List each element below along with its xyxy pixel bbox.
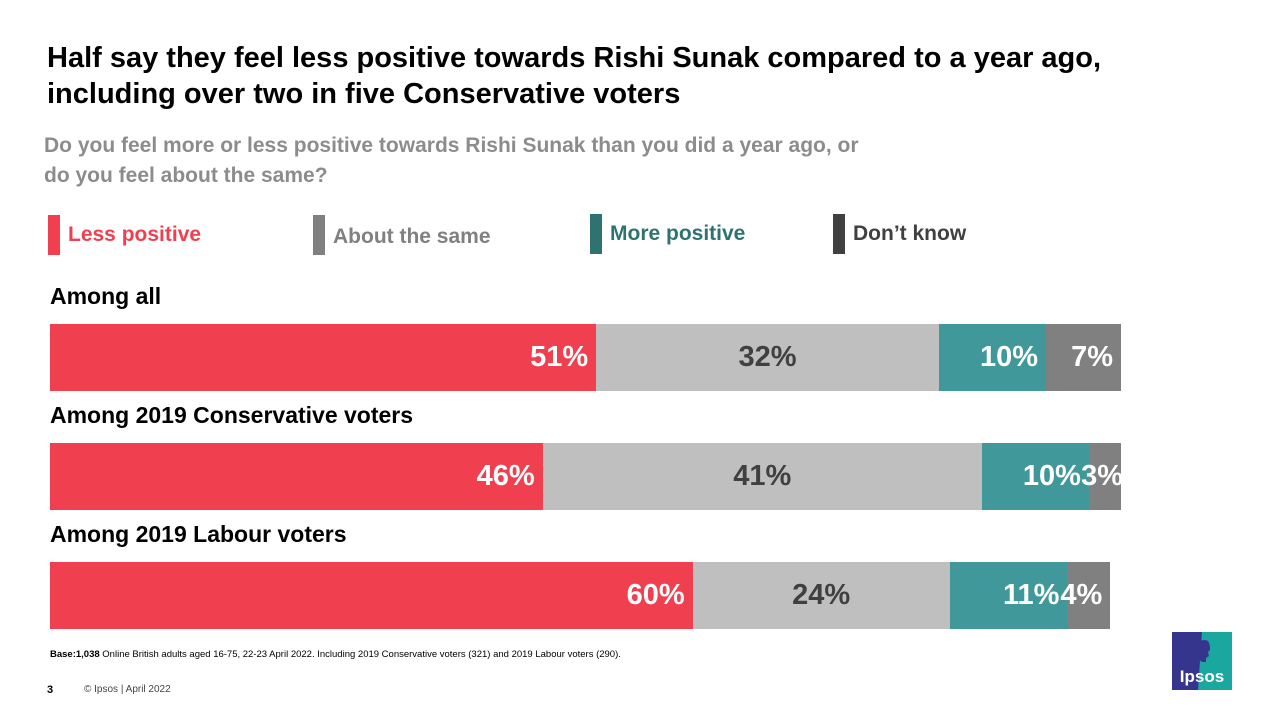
bar-segment-dont-know (1067, 562, 1111, 629)
legend-item-more-positive: More positive (590, 214, 745, 254)
bar-segment-less-positive (50, 443, 543, 510)
bar-segment-about-the-same (542, 443, 982, 510)
data-label-dont-know: 3% (1081, 460, 1123, 492)
row-label-conservative-voters: Among 2019 Conservative voters (50, 402, 414, 428)
bar-row-conservative-voters: 46% 41% 10% 3% (50, 443, 1123, 510)
legend-item-about-the-same: About the same (313, 215, 491, 255)
footer-copyright: © Ipsos | April 2022 (84, 684, 171, 695)
legend-swatch (313, 215, 325, 255)
row-label-among-all: Among all (50, 283, 162, 309)
data-label-less-positive: 51% (530, 341, 589, 373)
legend-item-dont-know: Don’t know (833, 214, 966, 254)
bar-segment-dont-know (1088, 443, 1121, 510)
ipsos-logo: Ipsos (1172, 632, 1232, 690)
data-label-about-the-same: 41% (733, 460, 792, 492)
legend-label: About the same (333, 225, 491, 248)
data-label-dont-know: 7% (1071, 341, 1113, 373)
data-label-less-positive: 60% (626, 579, 685, 611)
bar-segment-more-positive (949, 562, 1068, 629)
base-note: Base:1,038 Online British adults aged 16… (50, 649, 621, 660)
data-label-dont-know: 4% (1060, 579, 1103, 611)
data-label-more-positive: 10% (1022, 460, 1081, 492)
logo-text: Ipsos (1180, 667, 1224, 686)
legend-label: Less positive (68, 223, 202, 246)
bar-row-among-all: 51% 32% 10% 7% (50, 324, 1121, 391)
bar-segment-dont-know (1046, 324, 1121, 391)
question-subtitle: Do you feel more or less positive toward… (44, 134, 859, 187)
ipsos-logo-icon: Ipsos (1172, 632, 1232, 690)
slide-title: Half say they feel less positive towards… (47, 42, 1102, 110)
legend-swatch (590, 214, 602, 254)
bar-segment-more-positive (981, 443, 1089, 510)
bar-segment-about-the-same (596, 324, 939, 391)
data-label-more-positive: 11% (1003, 579, 1060, 611)
bar-segment-more-positive (938, 324, 1047, 391)
data-label-more-positive: 10% (979, 341, 1039, 373)
data-label-less-positive: 46% (476, 460, 535, 492)
data-label-about-the-same: 32% (738, 341, 797, 373)
legend-swatch (833, 214, 845, 254)
page-number: 3 (47, 684, 54, 696)
legend-label: Don’t know (853, 222, 967, 245)
bar-segment-about-the-same (692, 562, 950, 629)
legend-item-less-positive: Less positive (48, 215, 201, 255)
base-note-bold: Base:1,038 (50, 649, 100, 660)
legend-swatch (48, 215, 60, 255)
row-label-labour-voters: Among 2019 Labour voters (50, 521, 347, 547)
bar-row-labour-voters: 60% 24% 11% 4% (50, 562, 1121, 629)
legend-label: More positive (610, 222, 746, 245)
bar-segment-less-positive (50, 562, 693, 629)
base-note-text: Online British adults aged 16-75, 22-23 … (99, 649, 621, 660)
bar-segment-less-positive (50, 324, 597, 391)
data-label-about-the-same: 24% (792, 579, 851, 611)
